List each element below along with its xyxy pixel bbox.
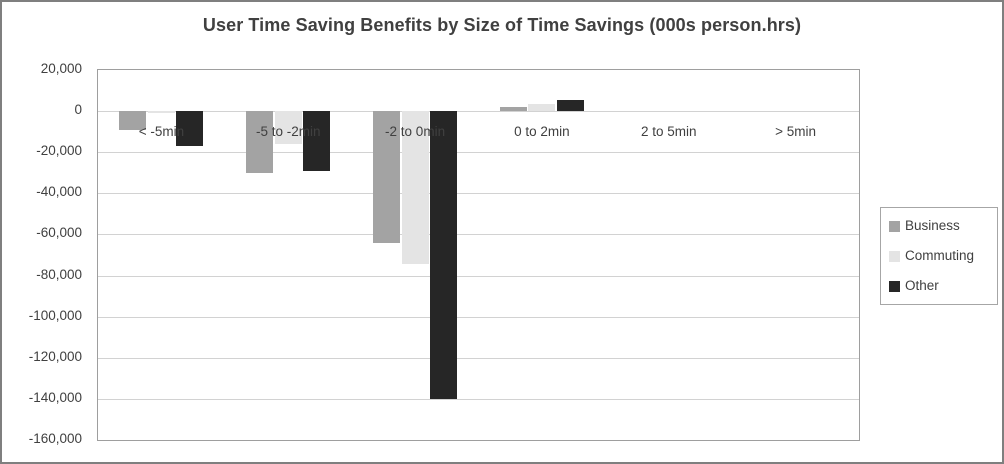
x-axis-category-label: -2 to 0min	[385, 124, 446, 140]
y-axis-tick: -40,000	[36, 184, 82, 200]
bar-commuting-category-3	[401, 111, 429, 265]
x-axis-category-label: 0 to 2min	[514, 124, 570, 140]
y-axis-tick: -160,000	[28, 431, 82, 446]
gridline	[98, 357, 859, 359]
bar-other-category-2	[303, 111, 331, 171]
y-axis-tick: 20,000	[40, 61, 82, 76]
y-axis-tick: -140,000	[28, 389, 82, 405]
x-axis-category-label: > 5min	[775, 124, 817, 140]
gridline	[98, 275, 859, 277]
plot-area: < -5min -5 to -2min -2 to 0min 0 to 2min 2 t…	[97, 69, 860, 441]
gridline	[98, 316, 859, 318]
legend: Business Commuting Other	[880, 207, 998, 305]
legend-swatch-other	[889, 280, 900, 292]
y-axis-tick: -80,000	[36, 266, 82, 282]
legend-label: Other	[905, 278, 939, 293]
bar-other-category-1	[176, 111, 204, 147]
bar-other-category-3	[430, 111, 458, 399]
y-axis-tick: -20,000	[36, 143, 82, 159]
y-axis-tick: 0	[74, 102, 82, 118]
legend-item-other: Other	[889, 278, 989, 294]
gridline	[98, 398, 859, 400]
x-axis-category-label: -5 to -2min	[255, 124, 321, 140]
bar-business-category-4	[499, 107, 527, 112]
bar-business-category-1	[119, 111, 147, 130]
bar-other-category-4	[556, 99, 584, 112]
x-axis-category-label: 2 to 5min	[640, 124, 697, 140]
legend-item-business: Business	[889, 218, 989, 234]
y-axis-tick: -60,000	[36, 225, 82, 241]
bar-business-category-2	[246, 111, 274, 173]
bar-commuting-category-1	[147, 111, 175, 114]
y-axis-tick: -100,000	[28, 307, 82, 323]
gridline	[98, 193, 859, 195]
legend-item-commuting: Commuting	[889, 248, 989, 264]
bar-business-category-3	[373, 111, 401, 243]
legend-swatch-commuting	[889, 250, 900, 262]
gridline	[98, 234, 859, 236]
bar-commuting-category-2	[274, 111, 302, 144]
bar-commuting-category-4	[528, 103, 556, 112]
gridline	[98, 152, 859, 154]
legend-label: Commuting	[905, 248, 975, 263]
legend-swatch-business	[889, 220, 900, 232]
y-axis-tick: -120,000	[28, 348, 82, 364]
x-axis-category-label: < -5min	[138, 124, 185, 140]
legend-label: Business	[905, 218, 960, 233]
chart-title: User Time Saving Benefits by Size of Tim…	[202, 15, 802, 35]
gridline	[98, 111, 859, 113]
y-axis-tick-labels: 20,000 0 -20,000 -40,000 -60,000 -80,000 -100,…	[2, 61, 82, 446]
